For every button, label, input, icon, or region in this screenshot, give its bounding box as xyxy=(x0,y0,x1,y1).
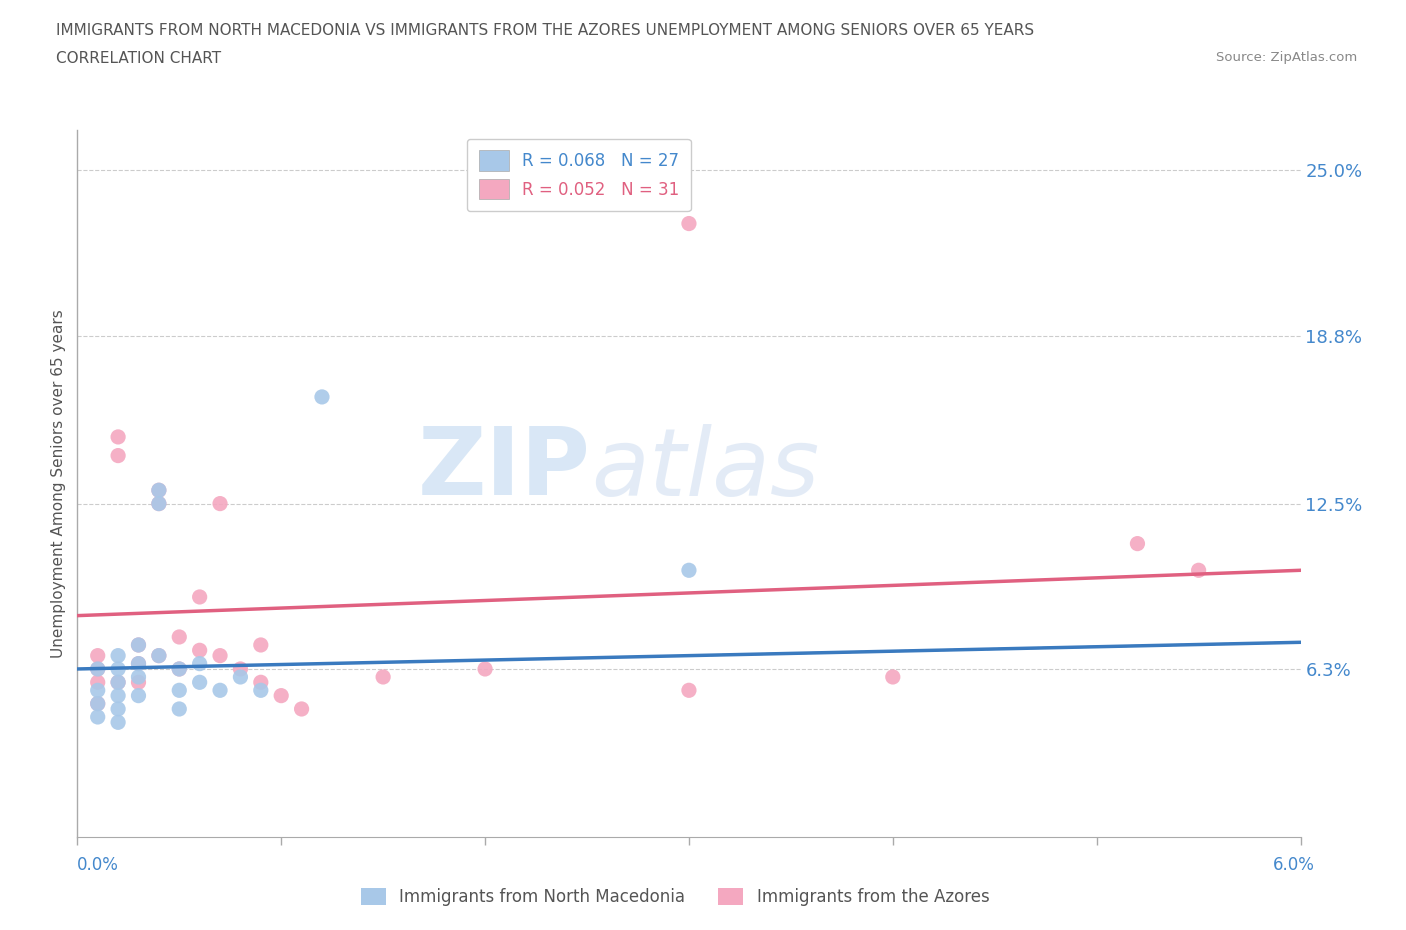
Point xyxy=(87,683,110,698)
Point xyxy=(209,683,232,698)
Legend: R = 0.068   N = 27, R = 0.052   N = 31: R = 0.068 N = 27, R = 0.052 N = 31 xyxy=(467,139,690,211)
Point xyxy=(188,675,211,690)
Point xyxy=(148,648,170,663)
Point xyxy=(128,638,150,653)
Text: Source: ZipAtlas.com: Source: ZipAtlas.com xyxy=(1216,51,1357,64)
Point xyxy=(128,657,150,671)
Point xyxy=(209,648,232,663)
Point xyxy=(87,661,110,676)
Point xyxy=(107,661,129,676)
Point xyxy=(291,701,314,716)
Point xyxy=(371,670,394,684)
Y-axis label: Unemployment Among Seniors over 65 years: Unemployment Among Seniors over 65 years xyxy=(51,309,66,658)
Text: CORRELATION CHART: CORRELATION CHART xyxy=(56,51,221,66)
Point xyxy=(148,497,170,512)
Point xyxy=(87,697,110,711)
Point xyxy=(188,643,211,658)
Point xyxy=(148,483,170,498)
Point xyxy=(107,675,129,690)
Point xyxy=(188,590,211,604)
Point xyxy=(107,675,129,690)
Point xyxy=(107,715,129,730)
Point xyxy=(229,661,252,676)
Point xyxy=(87,697,110,711)
Point xyxy=(250,638,273,653)
Point xyxy=(678,683,700,698)
Point xyxy=(128,670,150,684)
Point xyxy=(270,688,292,703)
Text: 6.0%: 6.0% xyxy=(1272,856,1315,873)
Point xyxy=(250,683,273,698)
Point xyxy=(882,670,904,684)
Point xyxy=(107,648,129,663)
Point xyxy=(229,670,252,684)
Point xyxy=(169,701,191,716)
Text: ZIP: ZIP xyxy=(418,423,591,515)
Point xyxy=(169,630,191,644)
Point xyxy=(107,688,129,703)
Point xyxy=(169,661,191,676)
Text: atlas: atlas xyxy=(591,424,820,515)
Point xyxy=(209,497,232,512)
Point xyxy=(87,661,110,676)
Point xyxy=(311,390,333,405)
Text: 0.0%: 0.0% xyxy=(77,856,120,873)
Point xyxy=(474,661,496,676)
Point xyxy=(148,483,170,498)
Point xyxy=(87,710,110,724)
Point xyxy=(107,701,129,716)
Point xyxy=(1188,563,1211,578)
Point xyxy=(1126,537,1149,551)
Point xyxy=(188,657,211,671)
Point xyxy=(128,688,150,703)
Point xyxy=(128,638,150,653)
Point xyxy=(87,675,110,690)
Legend: Immigrants from North Macedonia, Immigrants from the Azores: Immigrants from North Macedonia, Immigra… xyxy=(354,881,995,912)
Text: IMMIGRANTS FROM NORTH MACEDONIA VS IMMIGRANTS FROM THE AZORES UNEMPLOYMENT AMONG: IMMIGRANTS FROM NORTH MACEDONIA VS IMMIG… xyxy=(56,23,1035,38)
Point xyxy=(107,430,129,445)
Point xyxy=(169,683,191,698)
Point xyxy=(250,675,273,690)
Point xyxy=(128,657,150,671)
Point xyxy=(148,648,170,663)
Point xyxy=(678,563,700,578)
Point xyxy=(148,497,170,512)
Point xyxy=(107,448,129,463)
Point xyxy=(169,661,191,676)
Point xyxy=(87,648,110,663)
Point xyxy=(678,216,700,231)
Point xyxy=(128,675,150,690)
